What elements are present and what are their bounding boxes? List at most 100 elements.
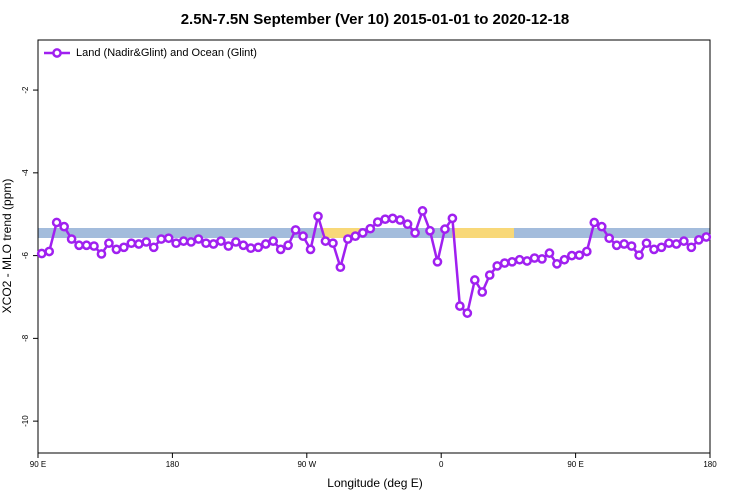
data-point (596, 221, 607, 232)
data-point (387, 213, 398, 224)
data-point (664, 238, 674, 249)
y-tick-label: -2 (21, 86, 30, 94)
data-point (44, 246, 55, 257)
data-point (320, 236, 331, 246)
x-tick-label: 0 (439, 460, 444, 469)
data-point (156, 234, 167, 244)
data-point (268, 236, 279, 246)
data-point (89, 241, 99, 251)
data-point (343, 234, 353, 244)
data-point (36, 248, 47, 259)
data-point (193, 234, 204, 244)
data-point (260, 239, 271, 249)
data-point (574, 250, 585, 261)
data-point (581, 246, 592, 257)
y-axis-label: XCO2 - MLO trend (ppm) (0, 179, 14, 314)
data-point (649, 244, 659, 255)
data-point (216, 236, 226, 246)
data-point (507, 256, 517, 267)
data-point (484, 270, 495, 280)
data-point (51, 217, 62, 228)
data-point (686, 242, 697, 253)
ocean-band (38, 228, 710, 238)
y-tick-label: -4 (21, 169, 30, 177)
data-point (469, 275, 480, 285)
data-point (313, 211, 323, 222)
data-point (544, 248, 555, 258)
data-point (141, 237, 152, 247)
data-point (298, 231, 308, 242)
x-tick-label: 90 E (567, 460, 583, 469)
data-point (335, 262, 346, 273)
data-point (529, 253, 540, 263)
data-point (440, 224, 450, 234)
data-point (567, 250, 577, 261)
data-point (462, 308, 473, 318)
data-point (425, 225, 435, 236)
data-point (611, 240, 622, 251)
data-point (111, 244, 122, 255)
data-point (455, 301, 465, 311)
data-point (402, 219, 413, 230)
data-point (559, 254, 570, 265)
y-tick-label: -10 (21, 415, 30, 427)
land-band (322, 228, 360, 238)
data-point (81, 240, 92, 251)
data-point (432, 256, 443, 267)
data-point (275, 244, 286, 255)
data-point (163, 233, 174, 244)
data-point (447, 213, 458, 224)
data-point (552, 259, 562, 269)
data-point (492, 261, 503, 271)
data-point (671, 239, 682, 249)
data-point (514, 254, 525, 265)
x-tick-label: 180 (703, 460, 717, 469)
data-point (417, 206, 428, 216)
y-tick-label: -8 (21, 334, 30, 342)
data-point (119, 242, 129, 253)
data-point (328, 238, 338, 249)
x-tick-label: 90 W (297, 460, 316, 469)
data-point (186, 237, 196, 247)
data-point (201, 238, 211, 249)
data-point (59, 221, 69, 232)
data-point (537, 254, 547, 264)
data-point (96, 249, 107, 259)
x-tick-label: 90 E (30, 460, 46, 469)
data-point (357, 227, 368, 238)
data-point (126, 238, 137, 249)
data-point (499, 258, 510, 268)
y-tick-label: -6 (21, 252, 30, 260)
data-point (641, 238, 652, 249)
data-point (238, 240, 249, 251)
legend-marker (52, 48, 62, 58)
data-point (178, 236, 189, 246)
plot-frame (37, 39, 711, 454)
data-point (74, 240, 84, 251)
data-point (365, 223, 376, 234)
data-point (701, 232, 712, 242)
data-point (656, 242, 667, 253)
data-point (477, 287, 488, 297)
chart-title: 2.5N-7.5N September (Ver 10) 2015-01-01 … (181, 11, 570, 28)
data-point (231, 237, 241, 247)
land-ocean-band (38, 228, 710, 238)
data-point (626, 241, 637, 251)
data-point (305, 244, 316, 255)
data-point (104, 238, 114, 249)
data-point (410, 227, 420, 238)
data-point (133, 239, 144, 249)
data-point (148, 242, 159, 253)
data-point (283, 240, 293, 251)
data-point (679, 236, 689, 246)
data-point (522, 256, 532, 266)
x-axis-label: Longitude (deg E) (327, 476, 422, 490)
data-point (245, 243, 256, 254)
data-point (223, 241, 234, 251)
data-point (604, 233, 615, 244)
data-point (693, 235, 704, 245)
data-point (290, 225, 301, 235)
data-point (380, 214, 391, 225)
data-point (634, 250, 644, 261)
